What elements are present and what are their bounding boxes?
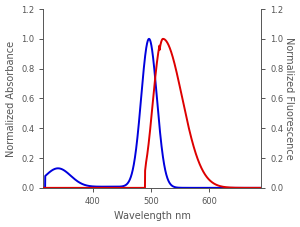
Y-axis label: Normalized Absorbance: Normalized Absorbance <box>6 40 16 157</box>
Y-axis label: Normalized Fluorescence: Normalized Fluorescence <box>284 37 294 160</box>
X-axis label: Wavelength nm: Wavelength nm <box>114 211 191 222</box>
